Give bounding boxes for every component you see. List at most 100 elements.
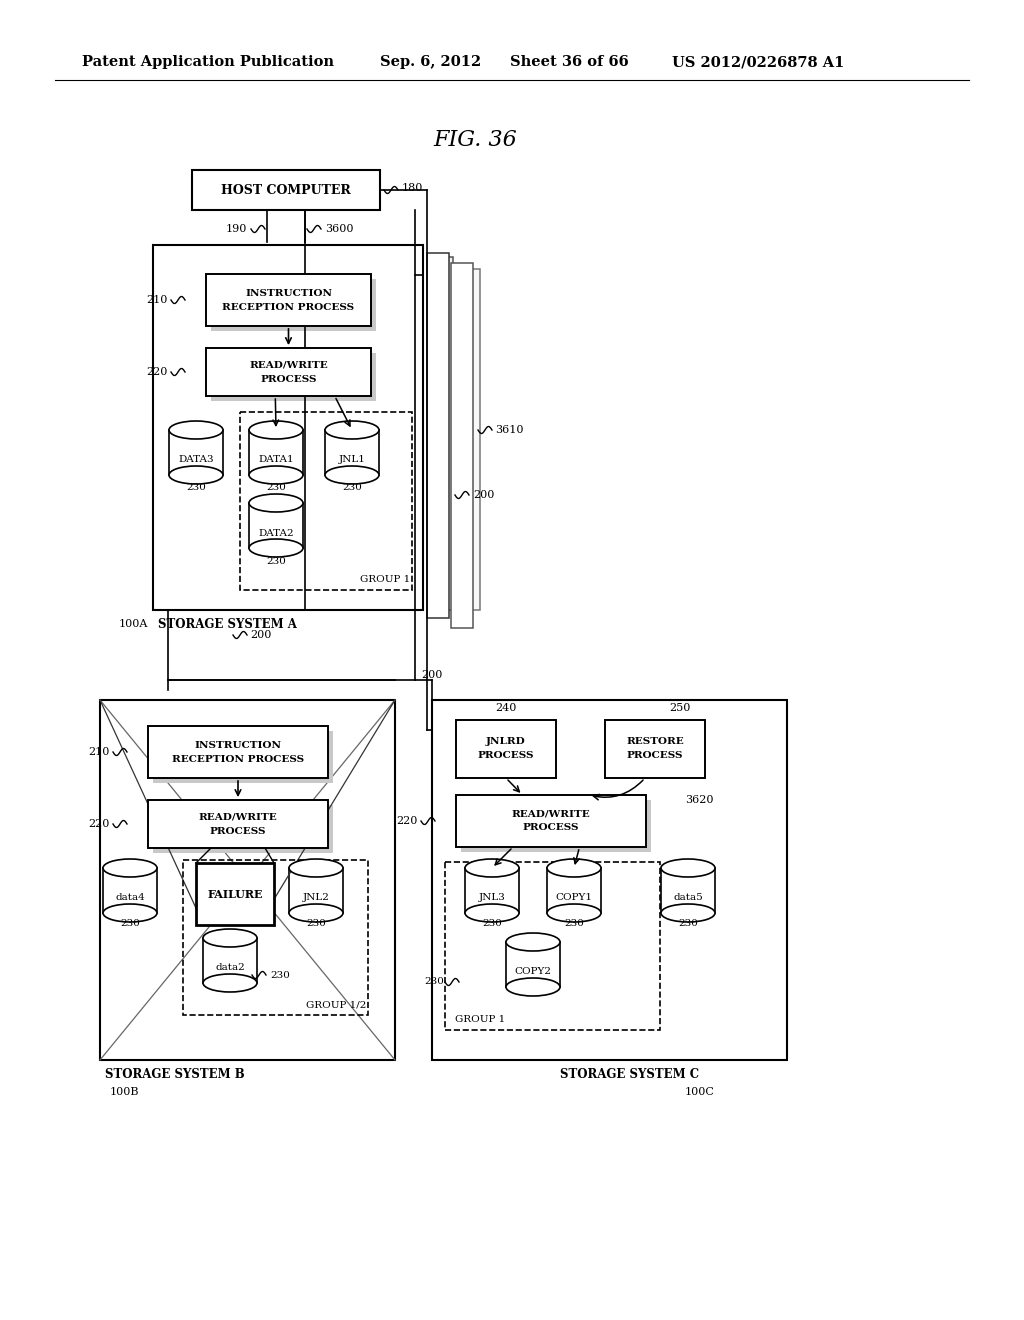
Ellipse shape <box>662 904 715 921</box>
Text: DATA2: DATA2 <box>258 528 294 537</box>
Ellipse shape <box>249 494 303 512</box>
Text: RECEPTION PROCESS: RECEPTION PROCESS <box>222 302 354 312</box>
Bar <box>206 275 371 326</box>
Text: PROCESS: PROCESS <box>210 826 266 836</box>
Bar <box>605 719 705 777</box>
Bar <box>153 805 333 853</box>
Ellipse shape <box>465 904 519 921</box>
Bar <box>249 430 303 475</box>
Text: INSTRUCTION: INSTRUCTION <box>195 741 282 750</box>
Text: 220: 220 <box>146 367 168 378</box>
Bar <box>148 726 328 777</box>
Ellipse shape <box>662 859 715 876</box>
Bar <box>100 700 395 1060</box>
Ellipse shape <box>169 466 223 484</box>
Text: PROCESS: PROCESS <box>522 824 580 833</box>
Ellipse shape <box>289 904 343 921</box>
Text: Sep. 6, 2012: Sep. 6, 2012 <box>380 55 481 69</box>
Bar <box>461 800 651 851</box>
Text: JNLRD: JNLRD <box>486 738 526 747</box>
Bar <box>183 861 368 1015</box>
Text: 230: 230 <box>564 920 584 928</box>
Text: READ/WRITE: READ/WRITE <box>249 360 328 370</box>
Bar <box>455 269 480 610</box>
Text: 230: 230 <box>342 483 361 492</box>
Text: 200: 200 <box>421 671 442 680</box>
Text: 200: 200 <box>473 490 495 500</box>
Text: STORAGE SYSTEM C: STORAGE SYSTEM C <box>560 1068 699 1081</box>
Bar <box>196 863 274 925</box>
Bar <box>148 800 328 847</box>
Ellipse shape <box>169 421 223 440</box>
Text: data4: data4 <box>115 894 144 903</box>
Text: GROUP 1/2: GROUP 1/2 <box>305 1001 366 1010</box>
Text: 230: 230 <box>270 970 290 979</box>
Text: 230: 230 <box>266 557 286 565</box>
Text: 250: 250 <box>670 704 690 713</box>
Text: READ/WRITE: READ/WRITE <box>512 809 591 818</box>
Text: 210: 210 <box>89 747 110 756</box>
Bar <box>240 412 412 590</box>
Text: 100A: 100A <box>119 619 148 630</box>
Bar <box>547 869 601 913</box>
Ellipse shape <box>249 466 303 484</box>
Bar <box>432 700 787 1060</box>
Ellipse shape <box>506 978 560 997</box>
Text: 190: 190 <box>225 224 247 234</box>
Text: DATA3: DATA3 <box>178 455 214 465</box>
Text: INSTRUCTION: INSTRUCTION <box>245 289 332 297</box>
Text: COPY1: COPY1 <box>555 894 593 903</box>
Text: JNL3: JNL3 <box>478 894 506 903</box>
Bar <box>211 279 376 331</box>
Text: data5: data5 <box>673 894 702 903</box>
Text: PROCESS: PROCESS <box>627 751 683 760</box>
Bar <box>103 869 157 913</box>
Text: 220: 220 <box>89 818 110 829</box>
Text: US 2012/0226878 A1: US 2012/0226878 A1 <box>672 55 845 69</box>
Text: RECEPTION PROCESS: RECEPTION PROCESS <box>172 755 304 763</box>
Text: STORAGE SYSTEM B: STORAGE SYSTEM B <box>105 1068 245 1081</box>
Bar <box>211 352 376 401</box>
Bar <box>169 430 223 475</box>
Text: JNL1: JNL1 <box>339 455 366 465</box>
Text: 3610: 3610 <box>495 425 523 436</box>
Ellipse shape <box>325 421 379 440</box>
Text: 230: 230 <box>482 920 502 928</box>
Text: 230: 230 <box>266 483 286 492</box>
Text: PROCESS: PROCESS <box>260 375 316 384</box>
Text: Patent Application Publication: Patent Application Publication <box>82 55 334 69</box>
Text: HOST COMPUTER: HOST COMPUTER <box>221 183 351 197</box>
Ellipse shape <box>249 539 303 557</box>
Ellipse shape <box>249 421 303 440</box>
Bar <box>153 731 333 783</box>
Ellipse shape <box>325 466 379 484</box>
Ellipse shape <box>103 859 157 876</box>
Bar <box>428 257 453 610</box>
Ellipse shape <box>289 859 343 876</box>
Text: 180: 180 <box>402 183 423 193</box>
Text: 230: 230 <box>306 920 326 928</box>
Text: FIG. 36: FIG. 36 <box>433 129 517 150</box>
Ellipse shape <box>547 904 601 921</box>
Text: GROUP 1: GROUP 1 <box>359 576 410 585</box>
Text: 220: 220 <box>396 816 418 826</box>
Text: 200: 200 <box>250 630 271 640</box>
Bar <box>465 869 519 913</box>
Text: PROCESS: PROCESS <box>478 751 535 760</box>
Bar <box>193 170 380 210</box>
Text: Sheet 36 of 66: Sheet 36 of 66 <box>510 55 629 69</box>
Text: 100C: 100C <box>684 1086 715 1097</box>
Bar <box>203 939 257 983</box>
Text: FAILURE: FAILURE <box>207 888 263 899</box>
Text: GROUP 1: GROUP 1 <box>455 1015 505 1024</box>
Bar <box>153 246 423 610</box>
Bar <box>506 942 560 987</box>
Bar <box>427 253 449 618</box>
Bar <box>445 862 660 1030</box>
Text: 230: 230 <box>186 483 206 492</box>
Ellipse shape <box>547 859 601 876</box>
Bar <box>456 719 556 777</box>
Text: 240: 240 <box>496 704 517 713</box>
Text: 3600: 3600 <box>325 224 353 234</box>
Text: DATA1: DATA1 <box>258 455 294 465</box>
